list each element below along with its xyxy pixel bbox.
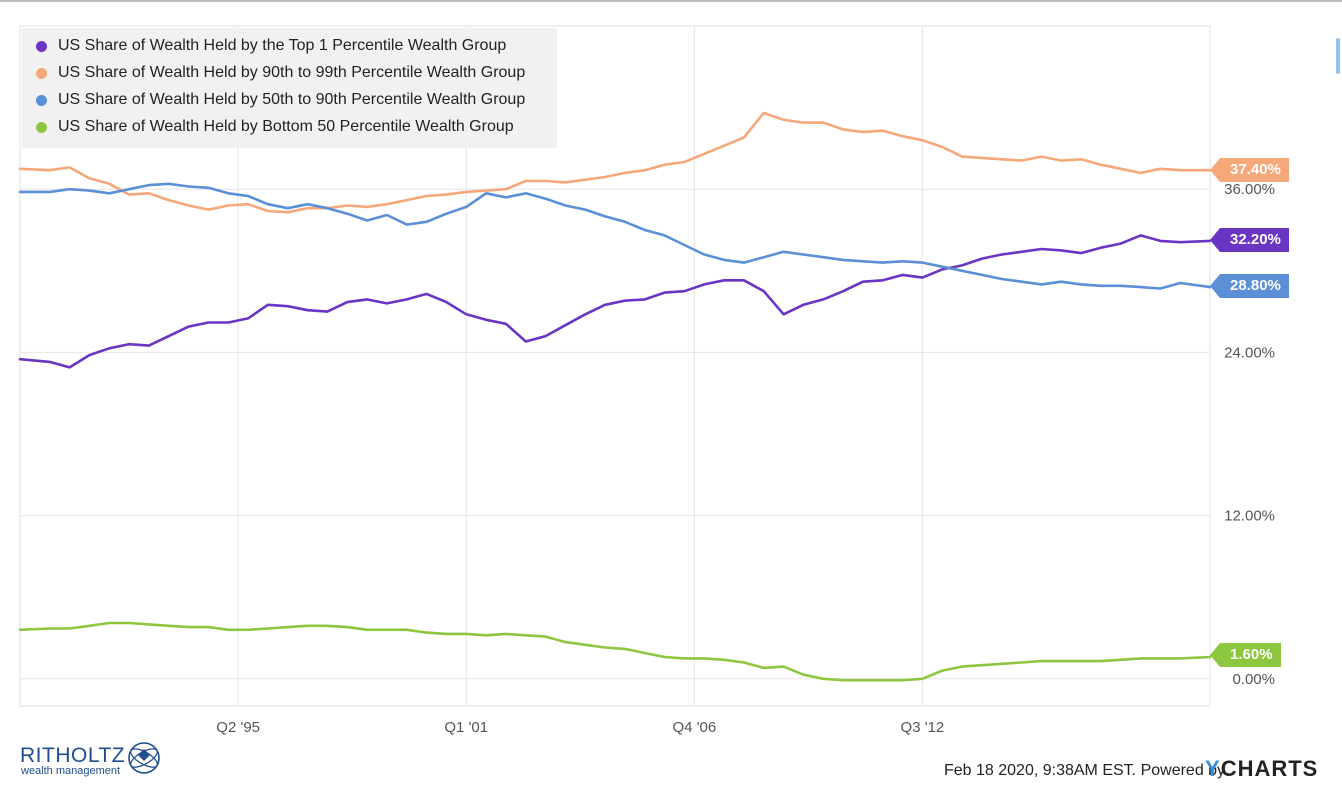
end-label-bottom-50: 1.60% [1210, 643, 1281, 667]
x-tick-label: Q3 '12 [901, 719, 945, 736]
ritholtz-brand-name: RITHOLTZ [20, 744, 125, 767]
legend-label-50-90: US Share of Wealth Held by 50th to 90th … [58, 91, 526, 108]
legend-label-top-1: US Share of Wealth Held by the Top 1 Per… [58, 37, 507, 54]
end-label-50-90: 28.80% [1210, 274, 1289, 298]
top-border [0, 0, 1342, 2]
legend-item-top-1[interactable]: US Share of Wealth Held by the Top 1 Per… [36, 33, 506, 59]
series-layer [18, 111, 1212, 682]
series-top-1-line[interactable] [18, 234, 1212, 369]
legend-item-90-99[interactable]: US Share of Wealth Held by 90th to 99th … [36, 60, 525, 86]
y-tick-label: 12.00% [1224, 508, 1275, 525]
legend-dot [36, 40, 47, 52]
ycharts-rest-letters: CHARTS [1220, 756, 1319, 781]
ritholtz-brand-sub: wealth management [20, 765, 120, 777]
scrollbar-thumb[interactable] [1336, 38, 1340, 74]
x-tick-label: Q2 '95 [216, 719, 260, 736]
legend-dot [36, 121, 47, 133]
end-label-90-99: 37.40% [1210, 158, 1289, 182]
legend-dot [36, 94, 47, 106]
legend-item-bottom-50[interactable]: US Share of Wealth Held by Bottom 50 Per… [36, 114, 514, 140]
legend: US Share of Wealth Held by the Top 1 Per… [22, 28, 557, 148]
legend-dot [36, 67, 47, 79]
x-tick-label: Q1 '01 [444, 719, 488, 736]
series-90-99-line[interactable] [18, 111, 1212, 214]
legend-label-bottom-50: US Share of Wealth Held by Bottom 50 Per… [58, 118, 514, 135]
ycharts-logo-text: YCHARTS [1205, 756, 1318, 781]
plot-area-border [19, 25, 1211, 707]
end-label-top-1: 32.20% [1210, 228, 1289, 252]
ritholtz-logo: RITHOLTZ wealth management [20, 738, 170, 780]
y-tick-label: 24.00% [1224, 344, 1275, 361]
ycharts-logo[interactable]: YCHARTS [1205, 756, 1318, 782]
y-tick-label: 36.00% [1224, 181, 1275, 198]
legend-label-90-99: US Share of Wealth Held by 90th to 99th … [58, 64, 526, 81]
series-bottom-50-line[interactable] [18, 621, 1212, 682]
ycharts-y-letter: Y [1205, 756, 1221, 781]
legend-item-50-90[interactable]: US Share of Wealth Held by 50th to 90th … [36, 87, 525, 113]
series-50-90-line[interactable] [18, 182, 1212, 290]
axis-layer: 0.00% 12.00% 24.00% 36.00% Q2 '95 Q1 '01 Q4 '0… [216, 181, 1275, 736]
footer-timestamp: Feb 18 2020, 9:38AM EST. Powered by [944, 762, 1226, 779]
x-tick-label: Q4 '06 [672, 719, 716, 736]
y-tick-label: 0.00% [1232, 671, 1275, 688]
globe-icon [128, 742, 160, 774]
ritholtz-logo-mark: RITHOLTZ wealth management [20, 742, 160, 777]
